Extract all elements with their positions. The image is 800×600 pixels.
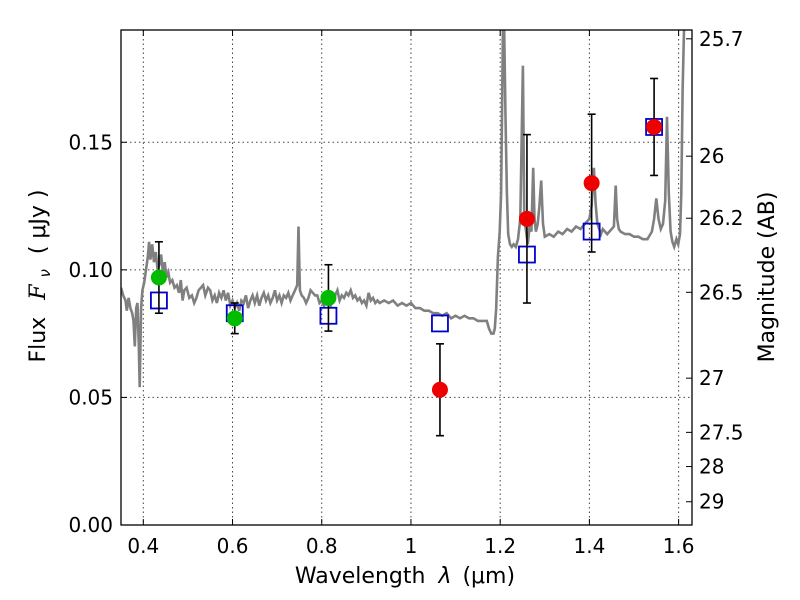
y2-tick-label: 28 xyxy=(699,455,724,479)
y-tick-label: 0.05 xyxy=(68,385,113,409)
y-axis-ticks: 0.00 0.05 0.10 0.15 xyxy=(68,130,127,537)
red-data-point xyxy=(583,175,600,192)
red-data-point xyxy=(646,118,663,135)
grid-lines xyxy=(121,30,692,526)
y2-tick-label: 27.5 xyxy=(699,420,744,444)
red-data-point xyxy=(518,210,535,227)
green-data-point xyxy=(226,310,243,327)
model-square-marker xyxy=(431,314,449,333)
y-tick-label: 0.10 xyxy=(68,258,113,282)
x-axis-ticks: 0.4 0.6 0.8 1 1.2 1.4 1.6 xyxy=(127,30,695,558)
markers-layer xyxy=(150,77,663,437)
x-tick-label: 0.8 xyxy=(306,534,338,558)
x-tick-label: 0.6 xyxy=(217,534,249,558)
green-data-point xyxy=(320,289,337,306)
x-tick-label: 1 xyxy=(405,534,418,558)
y2-axis-ticks: 25.7 26 26.2 26.5 27 27.5 28 29 xyxy=(686,27,744,514)
y2-tick-label: 25.7 xyxy=(699,27,744,51)
y2-tick-label: 27 xyxy=(699,366,724,390)
y2-axis-title: Magnitude (AB) xyxy=(755,192,780,363)
plot-frame xyxy=(120,29,693,526)
x-tick-label: 0.4 xyxy=(127,534,159,558)
x-tick-label: 1.4 xyxy=(573,534,605,558)
x-axis-title: Wavelength λ (μm) xyxy=(295,564,515,589)
y-tick-label: 0.15 xyxy=(68,130,113,154)
y2-tick-label: 29 xyxy=(699,490,724,514)
green-data-point xyxy=(150,269,167,286)
x-tick-label: 1.6 xyxy=(663,534,695,558)
model-spectrum-line xyxy=(121,30,686,388)
x-tick-label: 1.2 xyxy=(484,534,516,558)
y2-tick-label: 26.5 xyxy=(699,280,744,304)
y2-tick-label: 26 xyxy=(699,144,724,168)
red-data-point xyxy=(431,381,448,398)
y-tick-label: 0.00 xyxy=(68,513,113,537)
y2-tick-label: 26.2 xyxy=(699,206,744,230)
spectrum-layer xyxy=(121,30,686,388)
y-axis-title: Flux F ν ( μJy ) xyxy=(26,189,56,362)
